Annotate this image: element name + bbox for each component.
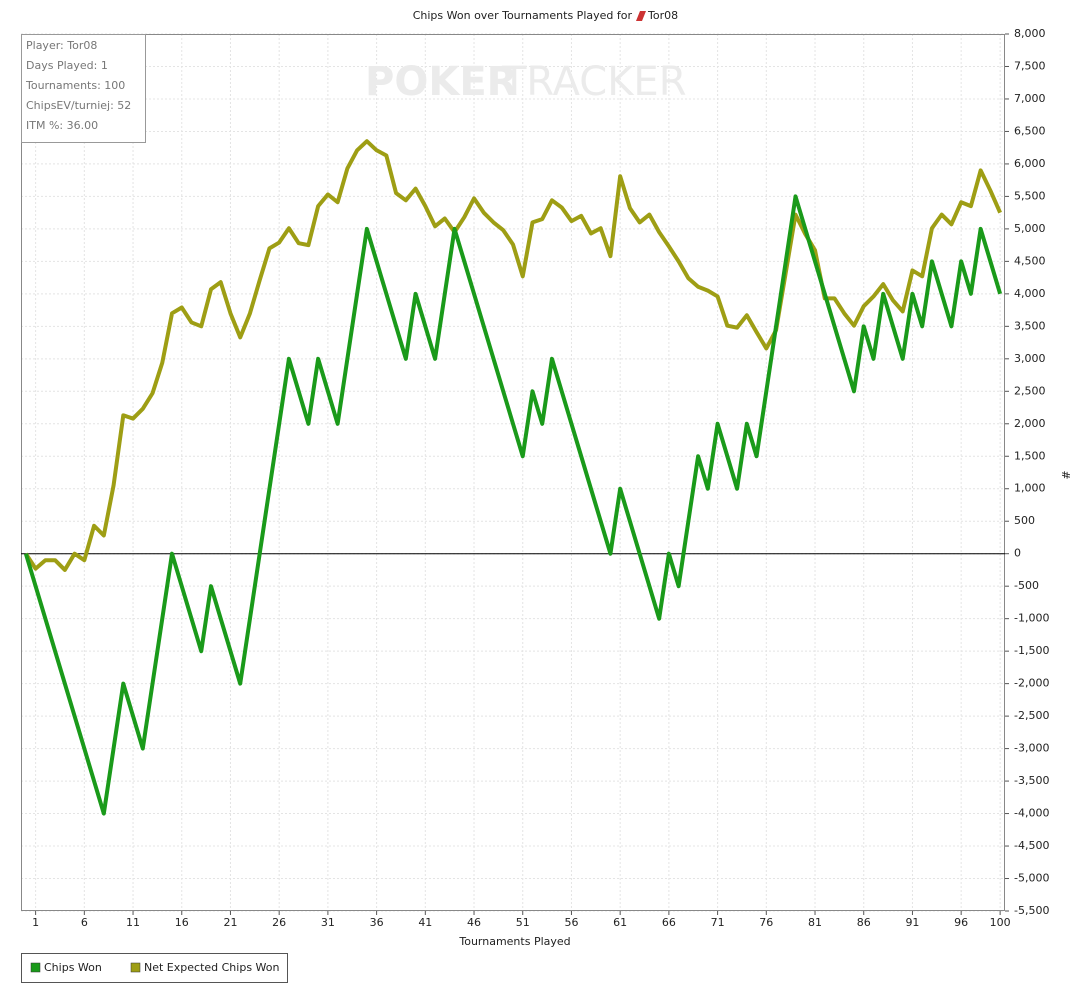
x-tick-label: 86: [857, 916, 871, 929]
watermark: POKER: [365, 59, 517, 105]
chart-title-player: Tor08: [647, 9, 678, 22]
plot-frame: [21, 34, 1005, 911]
x-tick-label: 46: [467, 916, 481, 929]
y-tick-label: 6,000: [1014, 157, 1046, 170]
x-tick-label: 16: [175, 916, 189, 929]
y-tick-label: -5,000: [1014, 872, 1049, 885]
x-tick-label: 71: [711, 916, 725, 929]
info-line: Days Played: 1: [26, 59, 108, 72]
x-tick-label: 100: [990, 916, 1011, 929]
y-tick-label: -3,000: [1014, 742, 1049, 755]
info-box: Player: Tor08 Days Played: 1 Tournaments…: [21, 34, 146, 143]
y-tick-label: -1,500: [1014, 644, 1049, 657]
y-tick-label: 4,000: [1014, 287, 1046, 300]
y-tick-label: -3,500: [1014, 774, 1049, 787]
info-frame: [21, 34, 146, 143]
y-tick-label: 0: [1014, 547, 1021, 560]
y-tick-label: 1,000: [1014, 482, 1046, 495]
y-tick-label: 7,000: [1014, 92, 1046, 105]
x-tick-label: 56: [564, 916, 578, 929]
legend-frame: [21, 953, 288, 983]
x-tick-label: 36: [370, 916, 384, 929]
y-tick-label: 7,500: [1014, 59, 1046, 72]
y-tick-label: 1,500: [1014, 449, 1046, 462]
y-tick-label: 8,000: [1014, 27, 1046, 40]
x-tick-label: 41: [418, 916, 432, 929]
x-tick-label: 81: [808, 916, 822, 929]
y-tick-label: -4,500: [1014, 839, 1049, 852]
series-line: [23, 194, 1003, 816]
x-tick-label: 76: [759, 916, 773, 929]
y-tick-label: -2,500: [1014, 709, 1049, 722]
x-tick-label: 21: [223, 916, 237, 929]
y-tick-label: -4,000: [1014, 807, 1049, 820]
x-tick-label: 61: [613, 916, 627, 929]
x-tick-label: 91: [905, 916, 919, 929]
y-tick-label: 500: [1014, 514, 1035, 527]
y-tick-label: 5,500: [1014, 189, 1046, 202]
watermark: TRACKER: [501, 59, 687, 105]
title-icon: [636, 11, 646, 21]
x-tick-label: 66: [662, 916, 676, 929]
y-tick-label: 2,500: [1014, 384, 1046, 397]
y-tick-label: 6,500: [1014, 124, 1046, 137]
legend-label: Net Expected Chips Won: [144, 961, 280, 974]
legend-label: Chips Won: [44, 961, 102, 974]
x-tick-label: 51: [516, 916, 530, 929]
x-tick-label: 26: [272, 916, 286, 929]
y-tick-label: 2,000: [1014, 417, 1046, 430]
x-tick-label: 1: [32, 916, 39, 929]
legend-swatch: [130, 962, 141, 973]
legend: Chips Won Net Expected Chips Won: [30, 961, 280, 974]
x-tick-label: 31: [321, 916, 335, 929]
y-axis-label: #: [1059, 470, 1072, 479]
y-tick-label: -500: [1014, 579, 1039, 592]
y-tick-label: 4,500: [1014, 254, 1046, 267]
info-line: ITM %: 36.00: [26, 119, 98, 132]
info-line: ChipsEV/turniej: 52: [26, 99, 131, 112]
legend-swatch: [30, 962, 41, 973]
series-line: [24, 139, 1002, 572]
info-line: Tournaments: 100: [25, 79, 125, 92]
y-tick-label: -5,500: [1014, 904, 1049, 917]
x-axis-label: Tournaments Played: [458, 935, 570, 948]
x-tick-label: 11: [126, 916, 140, 929]
y-tick-label: -2,000: [1014, 677, 1049, 690]
y-tick-label: 5,000: [1014, 222, 1046, 235]
y-tick-label: 3,000: [1014, 352, 1046, 365]
x-tick-label: 96: [954, 916, 968, 929]
y-tick-label: -1,000: [1014, 612, 1049, 625]
y-tick-label: 3,500: [1014, 319, 1046, 332]
info-line: Player: Tor08: [26, 39, 97, 52]
chart-title: Chips Won over Tournaments Played for: [413, 9, 633, 22]
x-tick-label: 6: [81, 916, 88, 929]
grid: [21, 33, 1005, 912]
